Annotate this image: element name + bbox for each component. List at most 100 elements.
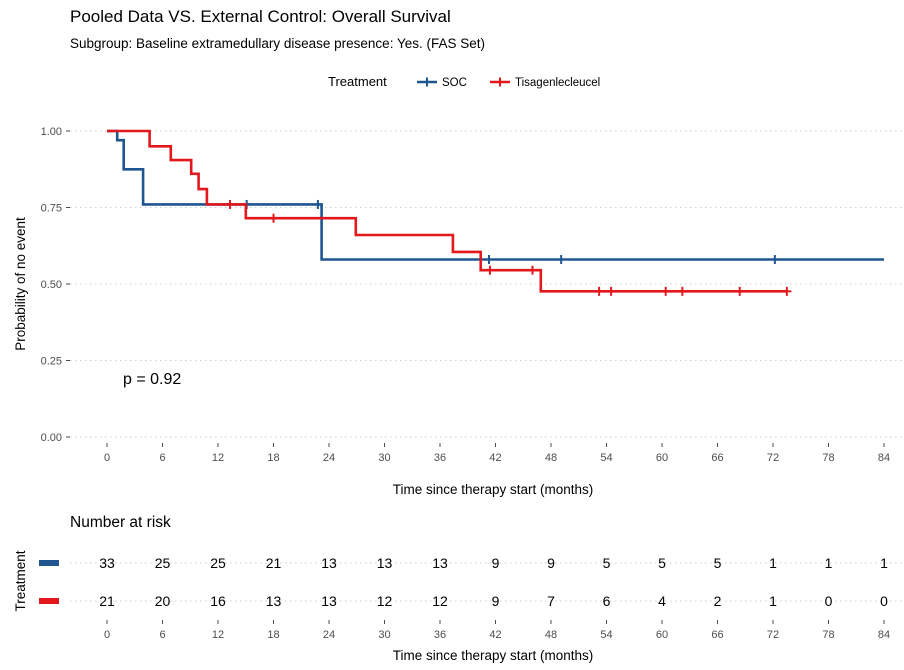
legend-key-soc <box>417 77 437 87</box>
censor-mark-soc <box>556 255 566 265</box>
risk-x-tick-label: 72 <box>767 629 779 641</box>
risk-x-tick-label: 12 <box>212 629 224 641</box>
risk-table: 33 25 25 21 13 13 13 9 9 5 5 5 1 1 121 20 16 13 13 12 12 9 7 6 4… <box>39 555 902 609</box>
risk-count-soc: 5 <box>603 555 611 571</box>
risk-count-tisagenlecleucel: 0 <box>880 593 888 609</box>
y-axis: 0.00 0.25 0.50 0.75 1.00 <box>41 126 70 444</box>
x-tick-label: 24 <box>323 452 335 464</box>
y-tick-label: 0.75 <box>41 203 62 215</box>
x-tick-label: 60 <box>656 452 668 464</box>
risk-x-tick-label: 84 <box>878 629 890 641</box>
legend-label-tisagenlecleucel: Tisagenlecleucel <box>515 77 600 89</box>
x-tick-label: 54 <box>600 452 612 464</box>
censor-mark-tisagenlecleucel <box>677 286 687 296</box>
risk-count-soc: 5 <box>658 555 666 571</box>
legend-label-soc: SOC <box>442 77 467 89</box>
risk-row-key-tisagenlecleucel <box>39 598 59 604</box>
chart-title: Pooled Data VS. External Control: Overal… <box>70 7 451 26</box>
risk-count-tisagenlecleucel: 16 <box>210 593 226 609</box>
censor-mark-tisagenlecleucel <box>225 199 235 209</box>
y-tick-label: 0.50 <box>41 279 62 291</box>
censor-mark-tisagenlecleucel <box>735 286 745 296</box>
legend-key-tisagenlecleucel <box>490 77 510 87</box>
x-axis: 0 6 12 18 24 30 36 42 48 54 60 66 72 78 84 <box>104 443 890 464</box>
x-tick-label: 30 <box>378 452 390 464</box>
curve-tisagenlecleucel <box>107 129 787 293</box>
p-value-annotation: p = 0.92 <box>123 371 181 388</box>
risk-count-soc: 9 <box>547 555 555 571</box>
risk-count-tisagenlecleucel: 1 <box>769 593 777 609</box>
risk-table-x-title: Time since therapy start (months) <box>393 648 594 663</box>
x-tick-label: 42 <box>489 452 501 464</box>
risk-count-soc: 5 <box>714 555 722 571</box>
y-tick-label: 0.00 <box>41 432 62 444</box>
censor-mark-soc <box>770 255 780 265</box>
risk-count-soc: 13 <box>377 555 393 571</box>
censor-mark-tisagenlecleucel <box>485 265 495 275</box>
chart-subtitle: Subgroup: Baseline extramedullary diseas… <box>70 36 485 51</box>
risk-x-tick-label: 54 <box>600 629 612 641</box>
censor-mark-tisagenlecleucel <box>782 286 792 296</box>
risk-count-tisagenlecleucel: 2 <box>714 593 722 609</box>
risk-x-tick-label: 24 <box>323 629 335 641</box>
risk-x-tick-label: 18 <box>267 629 279 641</box>
risk-x-tick-label: 48 <box>545 629 557 641</box>
survival-curves <box>107 129 884 296</box>
legend-title: Treatment <box>328 74 387 89</box>
x-tick-label: 66 <box>711 452 723 464</box>
risk-row-key-soc <box>39 560 59 566</box>
censor-mark-tisagenlecleucel <box>528 265 537 275</box>
risk-count-soc: 33 <box>99 555 115 571</box>
risk-x-tick-label: 0 <box>104 629 110 641</box>
risk-x-tick-label: 36 <box>434 629 446 641</box>
legend: Treatment SOC Tisagenlecleucel <box>328 74 600 89</box>
y-tick-label: 1.00 <box>41 126 62 138</box>
x-tick-label: 84 <box>878 452 890 464</box>
x-tick-label: 72 <box>767 452 779 464</box>
risk-x-tick-label: 6 <box>159 629 165 641</box>
censor-mark-tisagenlecleucel <box>606 286 616 296</box>
risk-count-soc: 21 <box>266 555 282 571</box>
x-tick-label: 36 <box>434 452 446 464</box>
risk-count-tisagenlecleucel: 20 <box>155 593 171 609</box>
risk-count-tisagenlecleucel: 12 <box>377 593 393 609</box>
risk-table-title: Number at risk <box>70 514 171 531</box>
risk-table-y-title: Treatment <box>13 550 28 611</box>
censor-mark-tisagenlecleucel <box>269 213 278 223</box>
risk-count-soc: 1 <box>825 555 833 571</box>
censor-mark-soc <box>484 255 494 265</box>
x-tick-label: 18 <box>267 452 279 464</box>
x-tick-label: 12 <box>212 452 224 464</box>
risk-count-soc: 9 <box>492 555 500 571</box>
risk-count-tisagenlecleucel: 13 <box>321 593 337 609</box>
risk-count-tisagenlecleucel: 12 <box>432 593 448 609</box>
risk-count-tisagenlecleucel: 7 <box>547 593 555 609</box>
risk-count-tisagenlecleucel: 21 <box>99 593 115 609</box>
x-axis-title: Time since therapy start (months) <box>393 482 594 497</box>
risk-count-soc: 25 <box>155 555 171 571</box>
risk-count-tisagenlecleucel: 6 <box>603 593 611 609</box>
risk-count-soc: 25 <box>210 555 226 571</box>
censor-mark-tisagenlecleucel <box>661 286 671 296</box>
risk-count-soc: 13 <box>321 555 337 571</box>
risk-count-tisagenlecleucel: 13 <box>266 593 282 609</box>
risk-count-soc: 13 <box>432 555 448 571</box>
x-tick-label: 78 <box>822 452 834 464</box>
risk-x-tick-label: 30 <box>378 629 390 641</box>
censor-mark-tisagenlecleucel <box>594 286 604 296</box>
x-tick-label: 48 <box>545 452 557 464</box>
risk-table-x-axis: 0 6 12 18 24 30 36 42 48 54 60 66 72 78 84 <box>104 620 890 641</box>
risk-count-tisagenlecleucel: 4 <box>658 593 666 609</box>
risk-x-tick-label: 42 <box>489 629 501 641</box>
curve-soc <box>107 129 884 261</box>
y-tick-label: 0.25 <box>41 356 62 368</box>
risk-count-tisagenlecleucel: 0 <box>825 593 833 609</box>
censor-mark-soc <box>313 199 323 209</box>
risk-count-soc: 1 <box>769 555 777 571</box>
risk-x-tick-label: 78 <box>822 629 834 641</box>
risk-x-tick-label: 66 <box>711 629 723 641</box>
x-tick-label: 0 <box>104 452 110 464</box>
plot-gridlines <box>70 130 902 438</box>
risk-count-tisagenlecleucel: 9 <box>492 593 500 609</box>
